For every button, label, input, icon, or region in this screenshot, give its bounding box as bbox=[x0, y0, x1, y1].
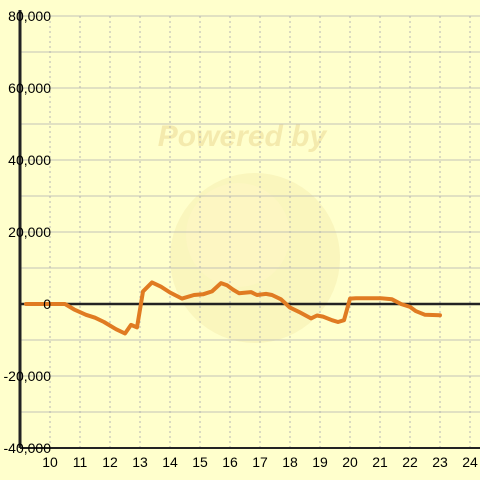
y-tick-label: 60,000 bbox=[8, 80, 51, 96]
x-tick-label: 18 bbox=[282, 454, 298, 470]
x-tick-label: 24 bbox=[462, 454, 478, 470]
series-layer bbox=[24, 280, 442, 336]
x-tick-label: 22 bbox=[402, 454, 418, 470]
y-tick-label: 0 bbox=[43, 296, 51, 312]
x-tick-label: 13 bbox=[132, 454, 148, 470]
grid bbox=[20, 15, 480, 449]
watermark-text: Powered by bbox=[158, 120, 328, 153]
x-tick-label: 16 bbox=[222, 454, 238, 470]
x-tick-label: 15 bbox=[192, 454, 208, 470]
x-tick-label: 14 bbox=[162, 454, 178, 470]
x-tick-label: 12 bbox=[102, 454, 118, 470]
x-tick-label: 21 bbox=[372, 454, 388, 470]
y-tick-label: 80,000 bbox=[8, 8, 51, 24]
x-tick-label: 20 bbox=[342, 454, 358, 470]
x-tick-label: 11 bbox=[73, 454, 88, 470]
y-tick-label: -20,000 bbox=[4, 368, 52, 384]
y-tick-label: 20,000 bbox=[8, 224, 51, 240]
x-tick-label: 10 bbox=[42, 454, 58, 470]
y-tick-label: 40,000 bbox=[8, 152, 51, 168]
watermark-globe-highlight bbox=[186, 183, 290, 287]
x-tick-label: 17 bbox=[252, 454, 268, 470]
y-tick-label: -40,000 bbox=[4, 440, 52, 456]
x-tick-label: 23 bbox=[432, 454, 448, 470]
watermark: Powered by bbox=[158, 120, 340, 343]
series-line bbox=[24, 280, 442, 336]
x-tick-label: 19 bbox=[312, 454, 328, 470]
tick-labels: -40,000 -20,000 0 20,000 40,000 60,000 80,000 1… bbox=[4, 8, 478, 470]
